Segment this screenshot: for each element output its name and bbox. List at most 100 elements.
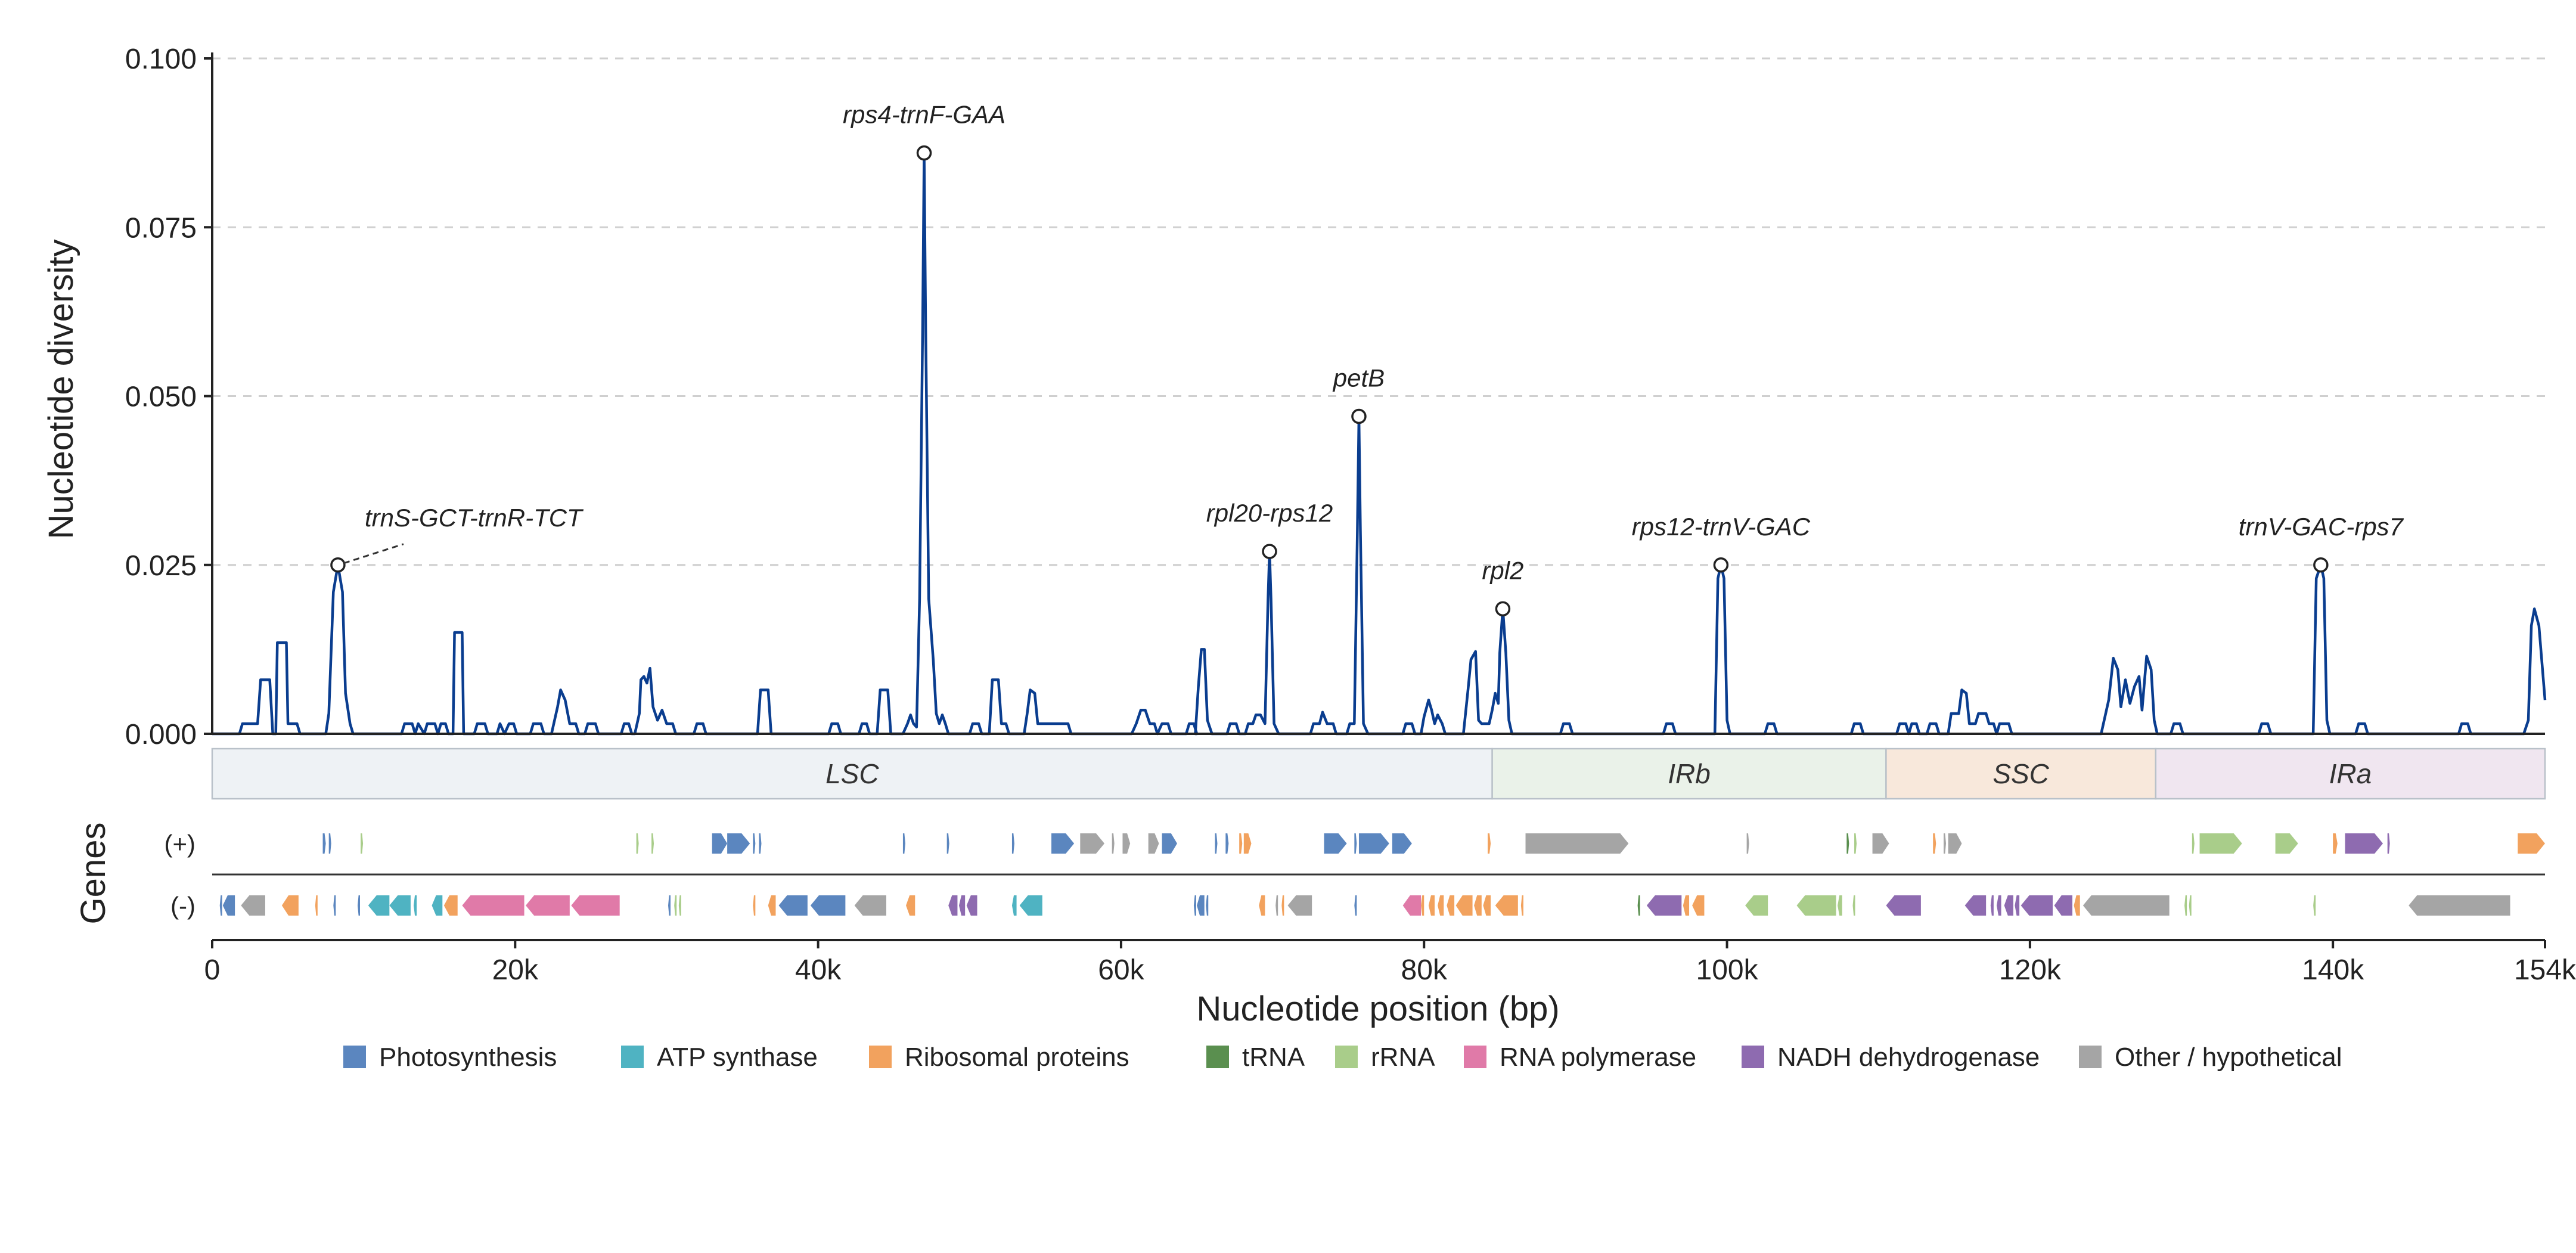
gene-minus	[768, 895, 776, 916]
gene-minus	[2082, 895, 2170, 916]
gene-plus	[1243, 833, 1252, 854]
gene-minus	[678, 895, 681, 916]
legend-swatch-photo	[343, 1046, 366, 1068]
peak-marker	[1351, 408, 1367, 424]
x-tick-label: 140k	[2302, 954, 2364, 986]
gene-plus	[1225, 833, 1229, 854]
gene-minus	[1637, 895, 1640, 916]
gene-minus	[668, 895, 671, 916]
legend-label-other: Other / hypothetical	[2115, 1043, 2342, 1072]
gene-minus	[414, 895, 417, 916]
gene-minus	[2313, 895, 2316, 916]
gene-plus	[1525, 833, 1629, 854]
gene-minus	[1996, 895, 2001, 916]
gene-plus	[2387, 833, 2390, 854]
gene-plus	[759, 833, 762, 854]
gene-minus	[1421, 895, 1424, 916]
peak-label: rps4-trnF-GAA	[843, 101, 1005, 129]
strand-minus-label: (-)	[170, 892, 195, 920]
gene-plus	[1354, 833, 1357, 854]
gene-minus	[443, 895, 458, 916]
x-tick-label: 120k	[1999, 954, 2062, 986]
y-tick-label: 0.000	[125, 719, 197, 750]
gene-minus	[1259, 895, 1265, 916]
gene-minus	[1438, 895, 1444, 916]
gene-plus	[1122, 833, 1131, 854]
gene-minus	[854, 895, 886, 916]
diversity-line-layer	[212, 151, 2547, 736]
peak-label: trnS-GCT-trnR-TCT	[365, 504, 584, 532]
gene-minus	[1428, 895, 1435, 916]
gene-minus	[2004, 895, 2013, 916]
gene-category-legend: Photosynthesis ATP synthase Ribosomal prot…	[343, 1043, 2342, 1072]
legend-swatch-atp	[621, 1046, 644, 1068]
gene-plus	[1080, 833, 1104, 854]
gene-plus	[1933, 833, 1936, 854]
gene-plus	[1239, 833, 1243, 854]
gene-minus	[357, 895, 360, 916]
gene-minus	[241, 895, 265, 916]
peak-label: rpl20-rps12	[1206, 499, 1333, 527]
x-tick-label: 154k	[2514, 954, 2576, 986]
gene-minus	[778, 895, 808, 916]
gene-minus	[2054, 895, 2073, 916]
region-label: LSC	[825, 758, 879, 789]
gene-plus	[2345, 833, 2383, 854]
gene-minus	[1197, 895, 1205, 916]
gene-minus	[432, 895, 443, 916]
legend-label-photo: Photosynthesis	[379, 1043, 557, 1072]
gene-minus	[389, 895, 411, 916]
genome-regions-bar: LSC IRb SSC IRa	[211, 748, 2546, 800]
peak-marker	[330, 557, 346, 573]
gene-minus	[1019, 895, 1042, 916]
gene-plus	[651, 833, 654, 854]
peak-leader-line	[343, 543, 404, 565]
x-tick-label: 100k	[1696, 954, 1759, 986]
legend-swatch-rnap	[1464, 1046, 1486, 1068]
x-tick-label: 0	[204, 954, 221, 986]
gene-minus	[1745, 895, 1768, 916]
gene-plus	[361, 833, 364, 854]
legend-swatch-other	[2079, 1046, 2102, 1068]
gene-minus	[1692, 895, 1705, 916]
gene-minus	[1287, 895, 1312, 916]
legend-label-ribo: Ribosomal proteins	[905, 1043, 1129, 1072]
gene-plus	[1162, 833, 1177, 854]
y-tick-label: 0.075	[125, 212, 197, 244]
peak-marker	[2313, 557, 2329, 573]
gene-plus	[1948, 833, 1962, 854]
gene-plus	[2192, 833, 2195, 854]
gene-minus	[2189, 895, 2192, 916]
gene-minus	[2409, 895, 2510, 916]
gene-minus	[1520, 895, 1523, 916]
peak-annotations: trnS-GCT-trnR-TCT rps4-trnF-GAA rpl20-rps1…	[330, 101, 2404, 617]
legend-swatch-trna	[1206, 1046, 1229, 1068]
gene-minus	[1646, 895, 1682, 916]
legend-label-rnap: RNA polymerase	[1500, 1043, 1696, 1072]
gene-minus	[674, 895, 677, 916]
gene-minus	[1886, 895, 1921, 916]
gene-minus	[1402, 895, 1422, 916]
gene-plus	[946, 833, 949, 854]
gene-minus	[333, 895, 336, 916]
gene-minus	[2074, 895, 2080, 916]
gene-plus	[1392, 833, 1412, 854]
y-axis-title: Nucleotide diversity	[42, 240, 80, 539]
y-tick-label: 0.050	[125, 382, 197, 413]
diversity-line	[212, 151, 2547, 736]
gene-plus	[1358, 833, 1389, 854]
legend-swatch-ndh	[1742, 1046, 1764, 1068]
gene-plus	[1215, 833, 1218, 854]
genes-track-label: Genes	[74, 823, 113, 925]
legend-label-rrna: rRNA	[1371, 1043, 1435, 1072]
gene-track: 0 20k 40k 60k 80k 100k 120k 140k 154k	[204, 833, 2576, 986]
legend-label-trna: tRNA	[1242, 1043, 1305, 1072]
x-tick-label: 80k	[1401, 954, 1448, 986]
gene-plus	[1112, 833, 1115, 854]
gene-minus	[1447, 895, 1455, 916]
gene-minus	[1796, 895, 1836, 916]
gene-plus	[1846, 833, 1849, 854]
region-label: IRb	[1668, 758, 1711, 789]
gene-plus	[2518, 833, 2545, 854]
